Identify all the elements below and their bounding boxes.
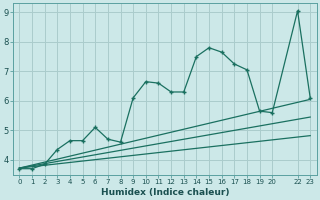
X-axis label: Humidex (Indice chaleur): Humidex (Indice chaleur): [100, 188, 229, 197]
